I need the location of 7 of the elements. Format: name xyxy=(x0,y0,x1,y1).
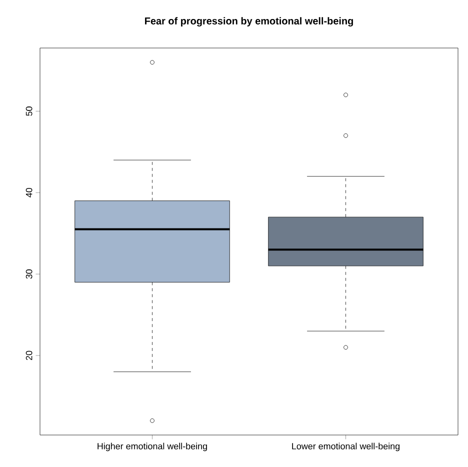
y-tick-label: 40 xyxy=(26,188,32,198)
x-tick-label: Lower emotional well-being xyxy=(292,442,400,452)
x-tick-label: Higher emotional well-being xyxy=(98,442,207,452)
y-tick-label: 50 xyxy=(26,106,32,116)
y-tick-label: 20 xyxy=(26,350,32,360)
y-tick-label: 30 xyxy=(26,269,32,279)
chart-title: Fear of progression by emotional well-being xyxy=(145,17,353,26)
